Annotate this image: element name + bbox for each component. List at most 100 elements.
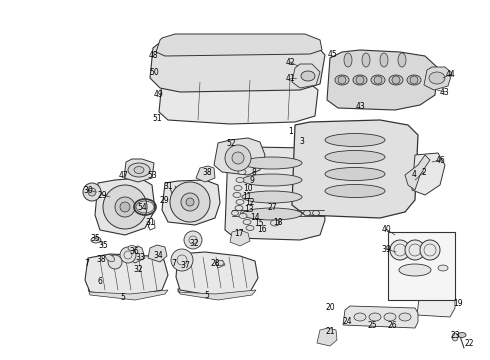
- Text: 1: 1: [289, 126, 294, 135]
- Ellipse shape: [235, 206, 243, 211]
- Ellipse shape: [242, 191, 302, 203]
- Polygon shape: [162, 180, 220, 225]
- Circle shape: [186, 198, 194, 206]
- Polygon shape: [292, 120, 418, 218]
- Circle shape: [390, 240, 410, 260]
- Ellipse shape: [458, 333, 466, 338]
- Circle shape: [374, 76, 382, 84]
- Polygon shape: [230, 230, 250, 246]
- Text: 32: 32: [189, 239, 199, 248]
- Text: 4: 4: [412, 170, 416, 179]
- Ellipse shape: [246, 225, 254, 230]
- Circle shape: [338, 76, 346, 84]
- Polygon shape: [327, 50, 438, 110]
- Ellipse shape: [216, 261, 224, 266]
- Ellipse shape: [407, 75, 421, 85]
- Circle shape: [392, 76, 400, 84]
- Text: 7: 7: [172, 258, 176, 267]
- Text: 6: 6: [98, 278, 102, 287]
- Ellipse shape: [384, 313, 396, 321]
- Ellipse shape: [286, 211, 293, 216]
- Ellipse shape: [268, 211, 274, 216]
- Circle shape: [88, 188, 96, 196]
- Circle shape: [83, 183, 101, 201]
- Ellipse shape: [371, 75, 385, 85]
- Text: 53: 53: [147, 171, 157, 180]
- Polygon shape: [292, 64, 320, 88]
- Ellipse shape: [249, 211, 256, 216]
- Ellipse shape: [236, 199, 244, 204]
- Text: 28: 28: [210, 258, 220, 267]
- Ellipse shape: [303, 211, 311, 216]
- Text: 16: 16: [257, 225, 267, 234]
- Ellipse shape: [234, 185, 242, 190]
- Ellipse shape: [301, 71, 315, 81]
- Ellipse shape: [238, 170, 246, 175]
- Text: 5: 5: [204, 291, 209, 300]
- Polygon shape: [156, 34, 322, 56]
- Text: 15: 15: [254, 219, 264, 228]
- Text: 26: 26: [387, 320, 397, 329]
- Text: 10: 10: [243, 184, 253, 193]
- Text: 14: 14: [250, 212, 260, 221]
- Ellipse shape: [325, 185, 385, 198]
- Polygon shape: [176, 252, 258, 296]
- Ellipse shape: [128, 163, 150, 177]
- Circle shape: [115, 197, 135, 217]
- Text: 42: 42: [285, 58, 295, 67]
- Text: 30: 30: [83, 185, 93, 194]
- Ellipse shape: [354, 313, 366, 321]
- Text: 31: 31: [145, 217, 155, 226]
- Text: 48: 48: [148, 50, 158, 59]
- Ellipse shape: [276, 211, 284, 216]
- Text: 7: 7: [85, 260, 90, 269]
- Polygon shape: [95, 178, 155, 235]
- Ellipse shape: [128, 246, 136, 251]
- Text: 46: 46: [435, 156, 445, 165]
- Text: 35: 35: [90, 234, 100, 243]
- Polygon shape: [88, 289, 168, 300]
- Text: 25: 25: [367, 320, 377, 329]
- Circle shape: [120, 202, 130, 212]
- Text: 52: 52: [226, 139, 236, 148]
- Polygon shape: [85, 254, 168, 296]
- Polygon shape: [417, 290, 455, 317]
- Circle shape: [108, 255, 122, 269]
- Circle shape: [103, 185, 147, 229]
- Text: 33: 33: [135, 252, 145, 261]
- Text: 41: 41: [285, 73, 295, 82]
- Ellipse shape: [325, 167, 385, 180]
- Polygon shape: [148, 245, 167, 262]
- Text: 23: 23: [450, 332, 460, 341]
- Text: 29: 29: [97, 190, 107, 199]
- Ellipse shape: [239, 213, 247, 219]
- Text: 13: 13: [244, 204, 254, 213]
- Polygon shape: [196, 166, 215, 182]
- Ellipse shape: [231, 211, 239, 216]
- Text: 3: 3: [299, 136, 304, 145]
- Text: 22: 22: [464, 338, 474, 347]
- Polygon shape: [343, 306, 418, 328]
- Circle shape: [420, 240, 440, 260]
- Circle shape: [184, 231, 202, 249]
- Polygon shape: [150, 40, 325, 92]
- Text: 34: 34: [153, 252, 163, 261]
- Ellipse shape: [438, 265, 448, 271]
- Text: 45: 45: [328, 50, 338, 59]
- Circle shape: [120, 247, 136, 263]
- Text: 39: 39: [381, 244, 391, 253]
- Text: 24: 24: [342, 318, 352, 327]
- Polygon shape: [126, 246, 145, 263]
- Bar: [388, 232, 455, 300]
- Ellipse shape: [242, 208, 302, 220]
- Text: 5: 5: [121, 292, 125, 302]
- Ellipse shape: [399, 313, 411, 321]
- Circle shape: [181, 193, 199, 211]
- Ellipse shape: [233, 193, 241, 198]
- Text: 40: 40: [381, 225, 391, 234]
- Text: 9: 9: [249, 176, 254, 185]
- Circle shape: [170, 182, 210, 222]
- Text: 12: 12: [245, 198, 255, 207]
- Circle shape: [232, 152, 244, 164]
- Text: 43: 43: [440, 87, 450, 96]
